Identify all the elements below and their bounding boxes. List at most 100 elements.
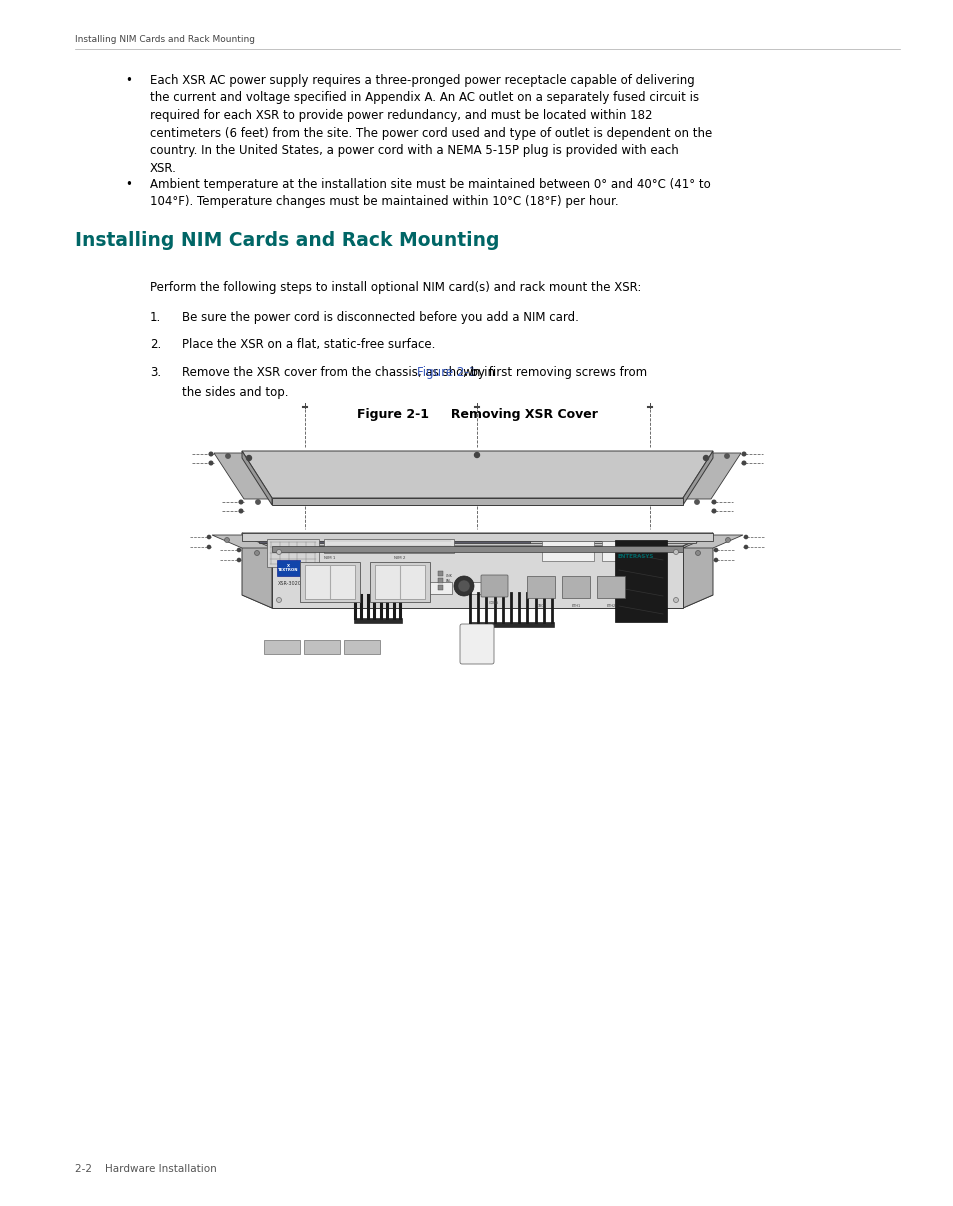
Circle shape: [239, 509, 243, 513]
Text: ENTERASYS: ENTERASYS: [618, 554, 654, 560]
Circle shape: [246, 456, 252, 461]
Text: NIM 1: NIM 1: [324, 556, 335, 560]
Polygon shape: [258, 535, 529, 543]
Circle shape: [712, 500, 715, 504]
Text: Remove the XSR cover from the chassis, as shown in: Remove the XSR cover from the chassis, a…: [182, 365, 498, 379]
Circle shape: [714, 558, 717, 562]
Polygon shape: [682, 451, 712, 505]
Circle shape: [724, 538, 730, 543]
Text: Be sure the power cord is disconnected before you add a NIM card.: Be sure the power cord is disconnected b…: [182, 311, 578, 324]
Bar: [272, 546, 682, 552]
Bar: [267, 539, 318, 567]
FancyBboxPatch shape: [480, 575, 507, 597]
Text: Installing NIM Cards and Rack Mounting: Installing NIM Cards and Rack Mounting: [75, 35, 254, 43]
Text: Place the XSR on a flat, static-free surface.: Place the XSR on a flat, static-free sur…: [182, 338, 435, 351]
Text: LNK
FAL: LNK FAL: [446, 574, 453, 582]
Text: 2.: 2.: [150, 338, 161, 351]
Circle shape: [207, 535, 211, 539]
Circle shape: [695, 550, 700, 556]
Polygon shape: [529, 535, 696, 543]
Text: the sides and top.: the sides and top.: [182, 386, 288, 399]
Circle shape: [474, 452, 479, 457]
Bar: [526, 576, 555, 598]
Bar: [304, 640, 339, 654]
Circle shape: [237, 549, 240, 551]
Circle shape: [276, 597, 281, 603]
Text: Perform the following steps to install optional NIM card(s) and rack mount the X: Perform the following steps to install o…: [150, 281, 640, 294]
Circle shape: [454, 576, 474, 596]
Circle shape: [276, 550, 281, 555]
Bar: [324, 539, 454, 554]
Circle shape: [743, 535, 747, 539]
Text: Figure 2-1: Figure 2-1: [416, 365, 476, 379]
Text: 1.: 1.: [150, 311, 161, 324]
Text: ETH2: ETH2: [606, 604, 615, 608]
Polygon shape: [212, 535, 272, 548]
Circle shape: [702, 456, 708, 461]
Bar: [457, 582, 488, 595]
Circle shape: [255, 499, 260, 504]
Text: Figure 2-1     Removing XSR Cover: Figure 2-1 Removing XSR Cover: [356, 408, 597, 421]
Circle shape: [673, 550, 678, 555]
Polygon shape: [242, 533, 272, 608]
Text: 3.: 3.: [150, 365, 161, 379]
Circle shape: [457, 580, 470, 592]
Polygon shape: [682, 533, 712, 608]
Polygon shape: [272, 498, 682, 505]
Bar: [370, 562, 430, 602]
Polygon shape: [242, 595, 712, 608]
Circle shape: [237, 558, 240, 562]
Bar: [375, 564, 424, 599]
Bar: [437, 585, 442, 590]
Polygon shape: [242, 533, 712, 541]
Polygon shape: [272, 546, 682, 608]
Bar: [344, 640, 379, 654]
FancyBboxPatch shape: [459, 624, 494, 665]
Text: Installing NIM Cards and Rack Mounting: Installing NIM Cards and Rack Mounting: [75, 232, 499, 250]
Bar: [469, 622, 554, 627]
Text: , by first removing screws from: , by first removing screws from: [462, 365, 646, 379]
Circle shape: [673, 597, 678, 603]
Circle shape: [224, 538, 230, 543]
Circle shape: [741, 452, 745, 456]
Circle shape: [712, 509, 715, 513]
Circle shape: [724, 453, 728, 458]
Circle shape: [239, 500, 243, 504]
Circle shape: [714, 549, 717, 551]
Polygon shape: [682, 535, 742, 548]
Text: ETH1: ETH1: [571, 604, 580, 608]
Text: NIM 2: NIM 2: [394, 556, 405, 560]
Bar: [437, 578, 442, 582]
Circle shape: [207, 545, 211, 549]
Bar: [354, 617, 401, 624]
Bar: [264, 640, 299, 654]
Text: 2-2    Hardware Installation: 2-2 Hardware Installation: [75, 1164, 216, 1173]
Bar: [597, 576, 624, 598]
Polygon shape: [682, 453, 740, 499]
Text: Each XSR AC power supply requires a three-pronged power receptacle capable of de: Each XSR AC power supply requires a thre…: [150, 74, 712, 175]
Bar: [541, 541, 594, 561]
Circle shape: [694, 499, 699, 504]
Bar: [299, 562, 359, 602]
Text: X
TEXTRON: X TEXTRON: [278, 564, 298, 572]
Polygon shape: [213, 453, 272, 499]
Bar: [615, 540, 666, 622]
Text: •: •: [125, 74, 132, 87]
Polygon shape: [242, 451, 712, 498]
Bar: [276, 560, 299, 576]
Text: Ambient temperature at the installation site must be maintained between 0° and 4: Ambient temperature at the installation …: [150, 178, 710, 209]
Circle shape: [741, 461, 745, 464]
Text: •: •: [125, 178, 132, 191]
Circle shape: [226, 453, 230, 458]
Circle shape: [209, 452, 213, 456]
Circle shape: [209, 461, 213, 464]
Text: GBC: GBC: [537, 604, 544, 608]
Polygon shape: [242, 533, 712, 546]
Bar: [437, 570, 442, 576]
Text: CONS: CONS: [489, 601, 498, 605]
Bar: [305, 564, 355, 599]
Bar: [601, 541, 653, 561]
Circle shape: [743, 545, 747, 549]
Text: XSR-3020: XSR-3020: [277, 581, 301, 586]
Bar: [421, 582, 452, 595]
